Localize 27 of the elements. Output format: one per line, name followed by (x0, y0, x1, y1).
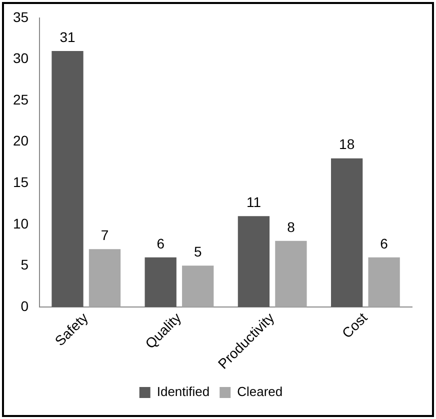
y-tick-label: 20 (12, 132, 29, 149)
bar (144, 257, 176, 307)
data-label: 6 (380, 235, 388, 252)
data-label: 18 (339, 136, 355, 152)
data-label: 7 (100, 227, 109, 244)
legend-label: Identified (156, 384, 210, 400)
y-tick-label: 30 (12, 50, 29, 66)
x-tick-label: Cost (338, 309, 370, 342)
bar (52, 51, 84, 307)
y-tick-label: 25 (12, 91, 29, 108)
y-tick-label: 15 (12, 174, 29, 190)
bar (182, 266, 214, 307)
bar (238, 216, 270, 307)
data-label: 5 (194, 244, 202, 260)
data-label: 11 (246, 194, 262, 210)
y-tick-label: 35 (12, 8, 29, 25)
data-label: 8 (287, 218, 296, 235)
legend-label: Cleared (237, 384, 283, 400)
bar (330, 158, 363, 307)
bar (88, 249, 121, 307)
y-tick-label: 10 (12, 215, 29, 232)
data-label: 31 (60, 28, 76, 45)
data-label: 6 (156, 235, 165, 252)
y-tick-label: 0 (20, 298, 29, 314)
y-tick-label: 5 (20, 256, 29, 273)
bar (368, 257, 400, 307)
bar (275, 240, 307, 307)
